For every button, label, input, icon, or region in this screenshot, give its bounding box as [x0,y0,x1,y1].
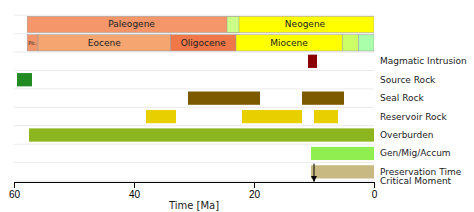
stratigraphy-bar [38,35,171,51]
tick: 60 [9,182,21,200]
tick: 0 [372,182,378,200]
x-axis: 60 40 20 0 [9,182,378,200]
row-separator [14,88,374,89]
stratigraphy-bar [236,16,374,32]
tick-label: 20 [249,189,261,200]
row-label: Overburden [380,130,434,140]
row-separators [14,15,374,181]
x-axis-title: Time [Ma] [168,200,219,211]
event-bar [308,55,317,68]
bar-label: Neogene [285,19,326,29]
bar-label: Plc. [28,40,37,46]
row-separator [14,52,374,53]
event-bar [311,147,374,160]
row-label: Seal Rock [380,93,424,103]
row-separator [14,181,374,182]
row-separator [14,15,374,16]
stratigraphy-bar [171,35,236,51]
stratigraphy-bar [227,16,239,32]
row-separator [14,125,374,126]
row-label: Magmatic Intrusion [380,56,467,66]
labels: Paleogene Neogene Plc. Eocene Oligocene Mioce… [28,19,467,186]
stratigraphy-bar [358,35,374,51]
row-separator [14,33,374,34]
tick-label: 0 [372,189,378,200]
critical-moment-line [314,164,315,182]
row-separator [14,70,374,71]
event-bar [302,92,344,105]
tick-label: 60 [9,189,21,200]
row-label: Gen/Mig/Accum [380,148,451,158]
bar-label: Oligocene [181,38,226,48]
event-bar [146,110,176,123]
row-label: Source Rock [380,75,436,85]
bar-label: Eocene [88,38,121,48]
tick-label: 40 [129,189,141,200]
row-separator [14,144,374,145]
event-bar [188,92,260,105]
tick-mark [254,182,255,188]
tick: 20 [249,182,261,200]
bar-label: Paleogene [108,19,155,29]
event-bar [29,128,374,141]
event-bar [314,110,338,123]
axis-line [15,183,375,189]
event-bar [311,165,374,178]
critical-moment-label: Critical Moment [380,176,452,186]
stratigraphy-bar [27,16,236,32]
bar-label: Miocene [270,38,308,48]
tick-mark [134,182,135,188]
stratigraphy-bar [27,35,38,51]
stratigraphy-bar [342,35,358,51]
tick-mark [14,182,15,188]
row-separator [14,107,374,108]
event-bar [17,73,32,86]
plot-area [17,16,374,181]
event-bar [242,110,302,123]
row-label: Reservoir Rock [380,112,448,122]
tick: 40 [129,182,141,200]
tick-mark [374,182,375,188]
row-separator [14,162,374,163]
chart: Paleogene Neogene Plc. Eocene Oligocene Mioce… [0,0,474,212]
stratigraphy-bar [236,35,342,51]
